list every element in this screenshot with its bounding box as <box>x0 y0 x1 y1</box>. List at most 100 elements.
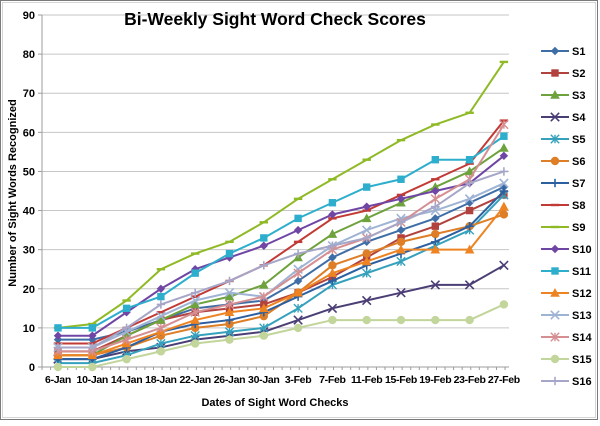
triangle-marker <box>224 291 235 301</box>
square-marker <box>328 199 337 207</box>
legend-item-S6: S6 <box>541 156 585 168</box>
diamond-marker <box>53 331 63 340</box>
triangle-marker <box>464 166 475 176</box>
legend-item-S4: S4 <box>541 112 586 124</box>
x-marker <box>499 178 509 188</box>
sight-word-line-chart: 0 10 20 30 40 50 60 70 80 90 6-Jan 10-Jan 14-Jan 18-J… <box>7 9 592 409</box>
y-tick-label: 80 <box>23 49 35 61</box>
x-marker <box>550 310 560 320</box>
y-tick-label: 50 <box>23 166 35 178</box>
y-tick-label: 0 <box>29 362 35 374</box>
series-S16-line <box>58 170 505 349</box>
y-tick-label: 60 <box>23 127 35 139</box>
legend-label-S5: S5 <box>572 134 585 146</box>
circle-marker <box>191 339 200 348</box>
triangle-marker <box>327 268 338 277</box>
square-marker <box>122 304 131 313</box>
diamond-marker <box>328 253 337 262</box>
legend-label-S13: S13 <box>572 310 592 322</box>
legend-label-S10: S10 <box>572 244 592 256</box>
y-tick-label: 30 <box>23 245 35 257</box>
x-tick-label: 27-Feb <box>488 374 520 386</box>
series-S11-line <box>58 135 505 329</box>
asterisk-marker <box>550 332 560 342</box>
y-tick-label: 40 <box>23 206 35 218</box>
circle-marker <box>362 315 371 325</box>
x-tick-label: 22-Jan <box>179 374 210 386</box>
series-S13 <box>53 178 509 353</box>
legend-item-S8: S8 <box>541 200 585 212</box>
circle-marker <box>328 315 337 325</box>
triangle-marker <box>259 279 269 289</box>
x-marker <box>499 260 509 271</box>
triangle-marker <box>190 315 200 324</box>
x-tick-label: 11-Feb <box>351 374 382 386</box>
legend-label-S12: S12 <box>572 288 592 300</box>
legend-label-S4: S4 <box>572 112 586 124</box>
square-marker <box>551 267 559 275</box>
legend-item-S3: S3 <box>541 90 585 102</box>
circle-marker <box>550 156 560 166</box>
legend-label-S9: S9 <box>572 222 585 234</box>
circle-marker <box>225 335 234 344</box>
x-tick-label: 3-Feb <box>285 374 312 386</box>
series-S13-line <box>58 182 505 349</box>
x-tick-label: 26-Jan <box>214 374 245 386</box>
x-marker <box>156 311 166 321</box>
circle-marker <box>122 354 131 364</box>
square-marker <box>157 292 165 301</box>
diamond-marker <box>259 241 268 250</box>
legend-item-S5: S5 <box>541 134 585 146</box>
legend-item-S13: S13 <box>541 310 592 322</box>
triangle-marker <box>156 315 166 324</box>
legend-item-S11: S11 <box>541 266 591 278</box>
x-marker <box>361 225 372 235</box>
triangle-marker <box>361 256 372 266</box>
diamond-marker <box>156 284 166 293</box>
circle-marker <box>362 249 371 258</box>
circle-marker <box>431 229 440 239</box>
diamond-marker <box>362 202 371 211</box>
circle-marker <box>88 362 97 372</box>
square-marker <box>88 324 96 332</box>
series-S14-line <box>58 123 505 353</box>
y-axis-title: Number of Sight Words Recognized <box>7 99 19 286</box>
x-tick-label: 19-Feb <box>419 374 451 386</box>
asterisk-marker <box>499 119 509 130</box>
series-S9-line <box>57 61 505 329</box>
circle-marker <box>259 331 268 340</box>
x-marker <box>396 287 406 298</box>
diamond-marker <box>396 194 406 204</box>
legend-label-S3: S3 <box>572 90 585 102</box>
asterisk-marker <box>259 323 269 333</box>
legend-item-S1: S1 <box>541 46 585 58</box>
x-marker <box>293 315 303 325</box>
legend-label-S16: S16 <box>572 376 592 388</box>
x-tick-label: 10-Jan <box>77 374 108 386</box>
y-tick-label: 70 <box>23 88 35 100</box>
triangle-marker <box>464 244 475 254</box>
square-marker <box>363 183 371 191</box>
x-axis-title: Dates of Sight Word Checks <box>201 397 348 409</box>
x-marker <box>550 112 560 122</box>
square-marker <box>431 222 439 230</box>
asterisk-marker <box>293 303 303 314</box>
triangle-marker <box>361 213 372 223</box>
x-tick-label: 6-Jan <box>45 374 71 386</box>
square-marker <box>500 132 508 140</box>
triangle-marker <box>259 303 269 313</box>
triangle-marker <box>327 229 338 238</box>
triangle-marker <box>550 90 560 99</box>
circle-marker <box>293 323 303 333</box>
series-S15-line <box>58 303 505 368</box>
triangle-marker <box>499 201 509 211</box>
y-tick-label: 90 <box>23 10 35 22</box>
legend-label-S2: S2 <box>572 68 585 80</box>
square-marker <box>431 156 439 164</box>
x-marker <box>430 280 441 290</box>
legend-label-S6: S6 <box>572 156 585 168</box>
x-tick-label: 14-Jan <box>111 374 142 386</box>
diamond-marker <box>550 46 560 56</box>
triangle-marker <box>190 299 200 309</box>
legend-item-S16: S16 <box>541 376 592 388</box>
